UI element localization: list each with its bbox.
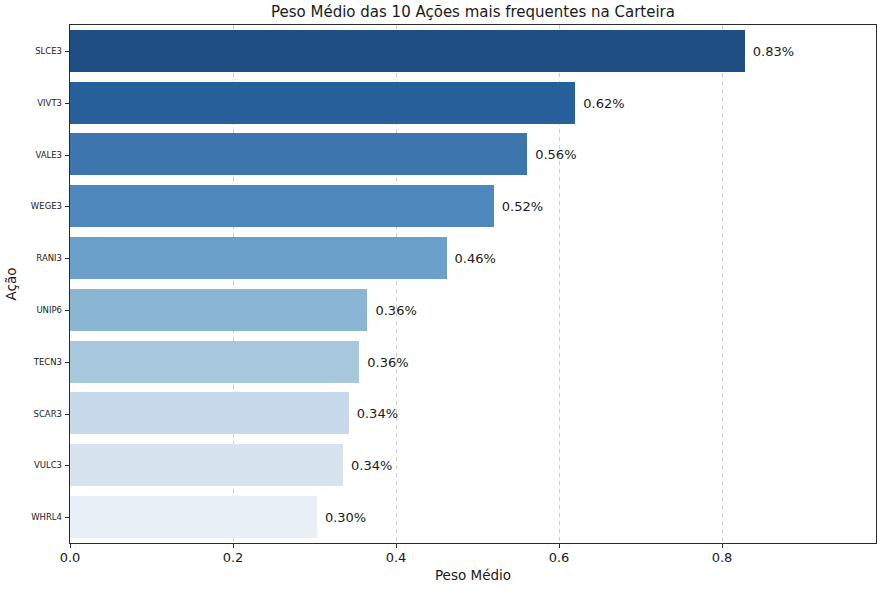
ytick-mark bbox=[65, 310, 69, 311]
bar-wege3 bbox=[70, 185, 494, 227]
xtick-label: 0.4 bbox=[386, 550, 407, 565]
chart-figure: Peso Médio das 10 Ações mais frequentes … bbox=[0, 0, 886, 589]
bar-row: 0.83% bbox=[70, 25, 876, 77]
xtick-mark bbox=[559, 544, 560, 548]
xtick-mark bbox=[233, 544, 234, 548]
bar-value-label: 0.36% bbox=[367, 354, 408, 369]
ytick-mark bbox=[65, 103, 69, 104]
bar-vale3 bbox=[70, 133, 527, 175]
xtick-label: 0.2 bbox=[223, 550, 244, 565]
bar-row: 0.52% bbox=[70, 180, 876, 232]
bar-value-label: 0.30% bbox=[325, 510, 366, 525]
xtick-label: 0.6 bbox=[549, 550, 570, 565]
x-axis-label: Peso Médio bbox=[69, 567, 877, 583]
ytick-mark bbox=[65, 51, 69, 52]
bar-row: 0.30% bbox=[70, 491, 876, 543]
bar-value-label: 0.56% bbox=[535, 147, 576, 162]
ytick-label-vulc3: VULC3 bbox=[0, 460, 62, 470]
xtick-mark bbox=[70, 544, 71, 548]
chart-title: Peso Médio das 10 Ações mais frequentes … bbox=[69, 3, 877, 21]
ytick-mark bbox=[65, 465, 69, 466]
ytick-label-rani3: RANI3 bbox=[0, 253, 62, 263]
bar-value-label: 0.52% bbox=[502, 199, 543, 214]
xtick-label: 0.8 bbox=[712, 550, 733, 565]
ytick-mark bbox=[65, 206, 69, 207]
ytick-mark bbox=[65, 258, 69, 259]
bar-row: 0.56% bbox=[70, 129, 876, 181]
bar-vulc3 bbox=[70, 444, 343, 486]
ytick-label-vivt3: VIVT3 bbox=[0, 98, 62, 108]
bar-value-label: 0.83% bbox=[753, 43, 794, 58]
bar-value-label: 0.34% bbox=[357, 406, 398, 421]
ytick-label-wege3: WEGE3 bbox=[0, 201, 62, 211]
bar-vivt3 bbox=[70, 82, 575, 124]
bar-row: 0.36% bbox=[70, 284, 876, 336]
bar-row: 0.62% bbox=[70, 77, 876, 129]
bar-row: 0.46% bbox=[70, 232, 876, 284]
bar-unip6 bbox=[70, 289, 367, 331]
bar-value-label: 0.36% bbox=[375, 302, 416, 317]
ytick-label-vale3: VALE3 bbox=[0, 150, 62, 160]
y-axis-label: Ação bbox=[3, 268, 19, 301]
ytick-label-scar3: SCAR3 bbox=[0, 409, 62, 419]
ytick-label-whrl4: WHRL4 bbox=[0, 512, 62, 522]
ytick-mark bbox=[65, 517, 69, 518]
ytick-label-unip6: UNIP6 bbox=[0, 305, 62, 315]
plot-area: 0.83% 0.62% 0.56% 0.52% 0.46% 0.36% 0.36% 0.34%… bbox=[69, 24, 877, 544]
ytick-label-tecn3: TECN3 bbox=[0, 357, 62, 367]
bar-tecn3 bbox=[70, 341, 359, 383]
bar-row: 0.36% bbox=[70, 336, 876, 388]
bar-slce3 bbox=[70, 30, 745, 72]
ytick-mark bbox=[65, 362, 69, 363]
xtick-label: 0.0 bbox=[60, 550, 81, 565]
bar-rani3 bbox=[70, 237, 447, 279]
ytick-label-slce3: SLCE3 bbox=[0, 46, 62, 56]
bar-value-label: 0.34% bbox=[351, 458, 392, 473]
bar-row: 0.34% bbox=[70, 439, 876, 491]
ytick-mark bbox=[65, 155, 69, 156]
ytick-mark bbox=[65, 414, 69, 415]
xtick-mark bbox=[722, 544, 723, 548]
bar-value-label: 0.46% bbox=[455, 251, 496, 266]
bar-value-label: 0.62% bbox=[583, 95, 624, 110]
xtick-mark bbox=[396, 544, 397, 548]
bar-row: 0.34% bbox=[70, 388, 876, 440]
bar-scar3 bbox=[70, 392, 349, 434]
bar-whrl4 bbox=[70, 496, 317, 538]
